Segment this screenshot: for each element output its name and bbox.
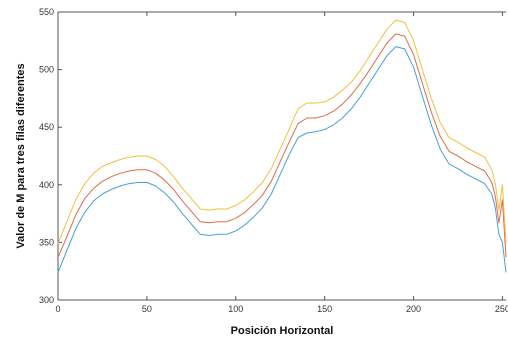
x-axis-ticks: 0 50 100 150 200 250 — [55, 12, 508, 314]
x-axis-label: Posición Horizontal — [231, 325, 334, 337]
axes — [57, 11, 506, 301]
y-tick-label: 450 — [39, 122, 54, 132]
y-axis-ticks: 300 350 400 450 500 550 — [39, 7, 62, 305]
y-tick-label: 500 — [39, 65, 54, 75]
x-tick-label: 150 — [317, 304, 332, 314]
y-tick-label: 300 — [39, 295, 54, 305]
x-tick-label: 200 — [406, 304, 421, 314]
x-tick-label: 50 — [142, 304, 152, 314]
y-tick-label: 350 — [39, 237, 54, 247]
series-line-1 — [57, 46, 507, 273]
y-tick-label: 400 — [39, 180, 54, 190]
series-line-3 — [57, 19, 507, 244]
series-group — [57, 19, 507, 273]
x-tick-label: 250 — [495, 304, 508, 314]
x-tick-label: 100 — [228, 304, 243, 314]
y-tick-label: 550 — [39, 7, 54, 17]
series-line-2 — [57, 33, 507, 258]
y-axis-label: Valor de M para tres filas diferentes — [15, 63, 27, 248]
x-tick-label: 0 — [55, 304, 60, 314]
